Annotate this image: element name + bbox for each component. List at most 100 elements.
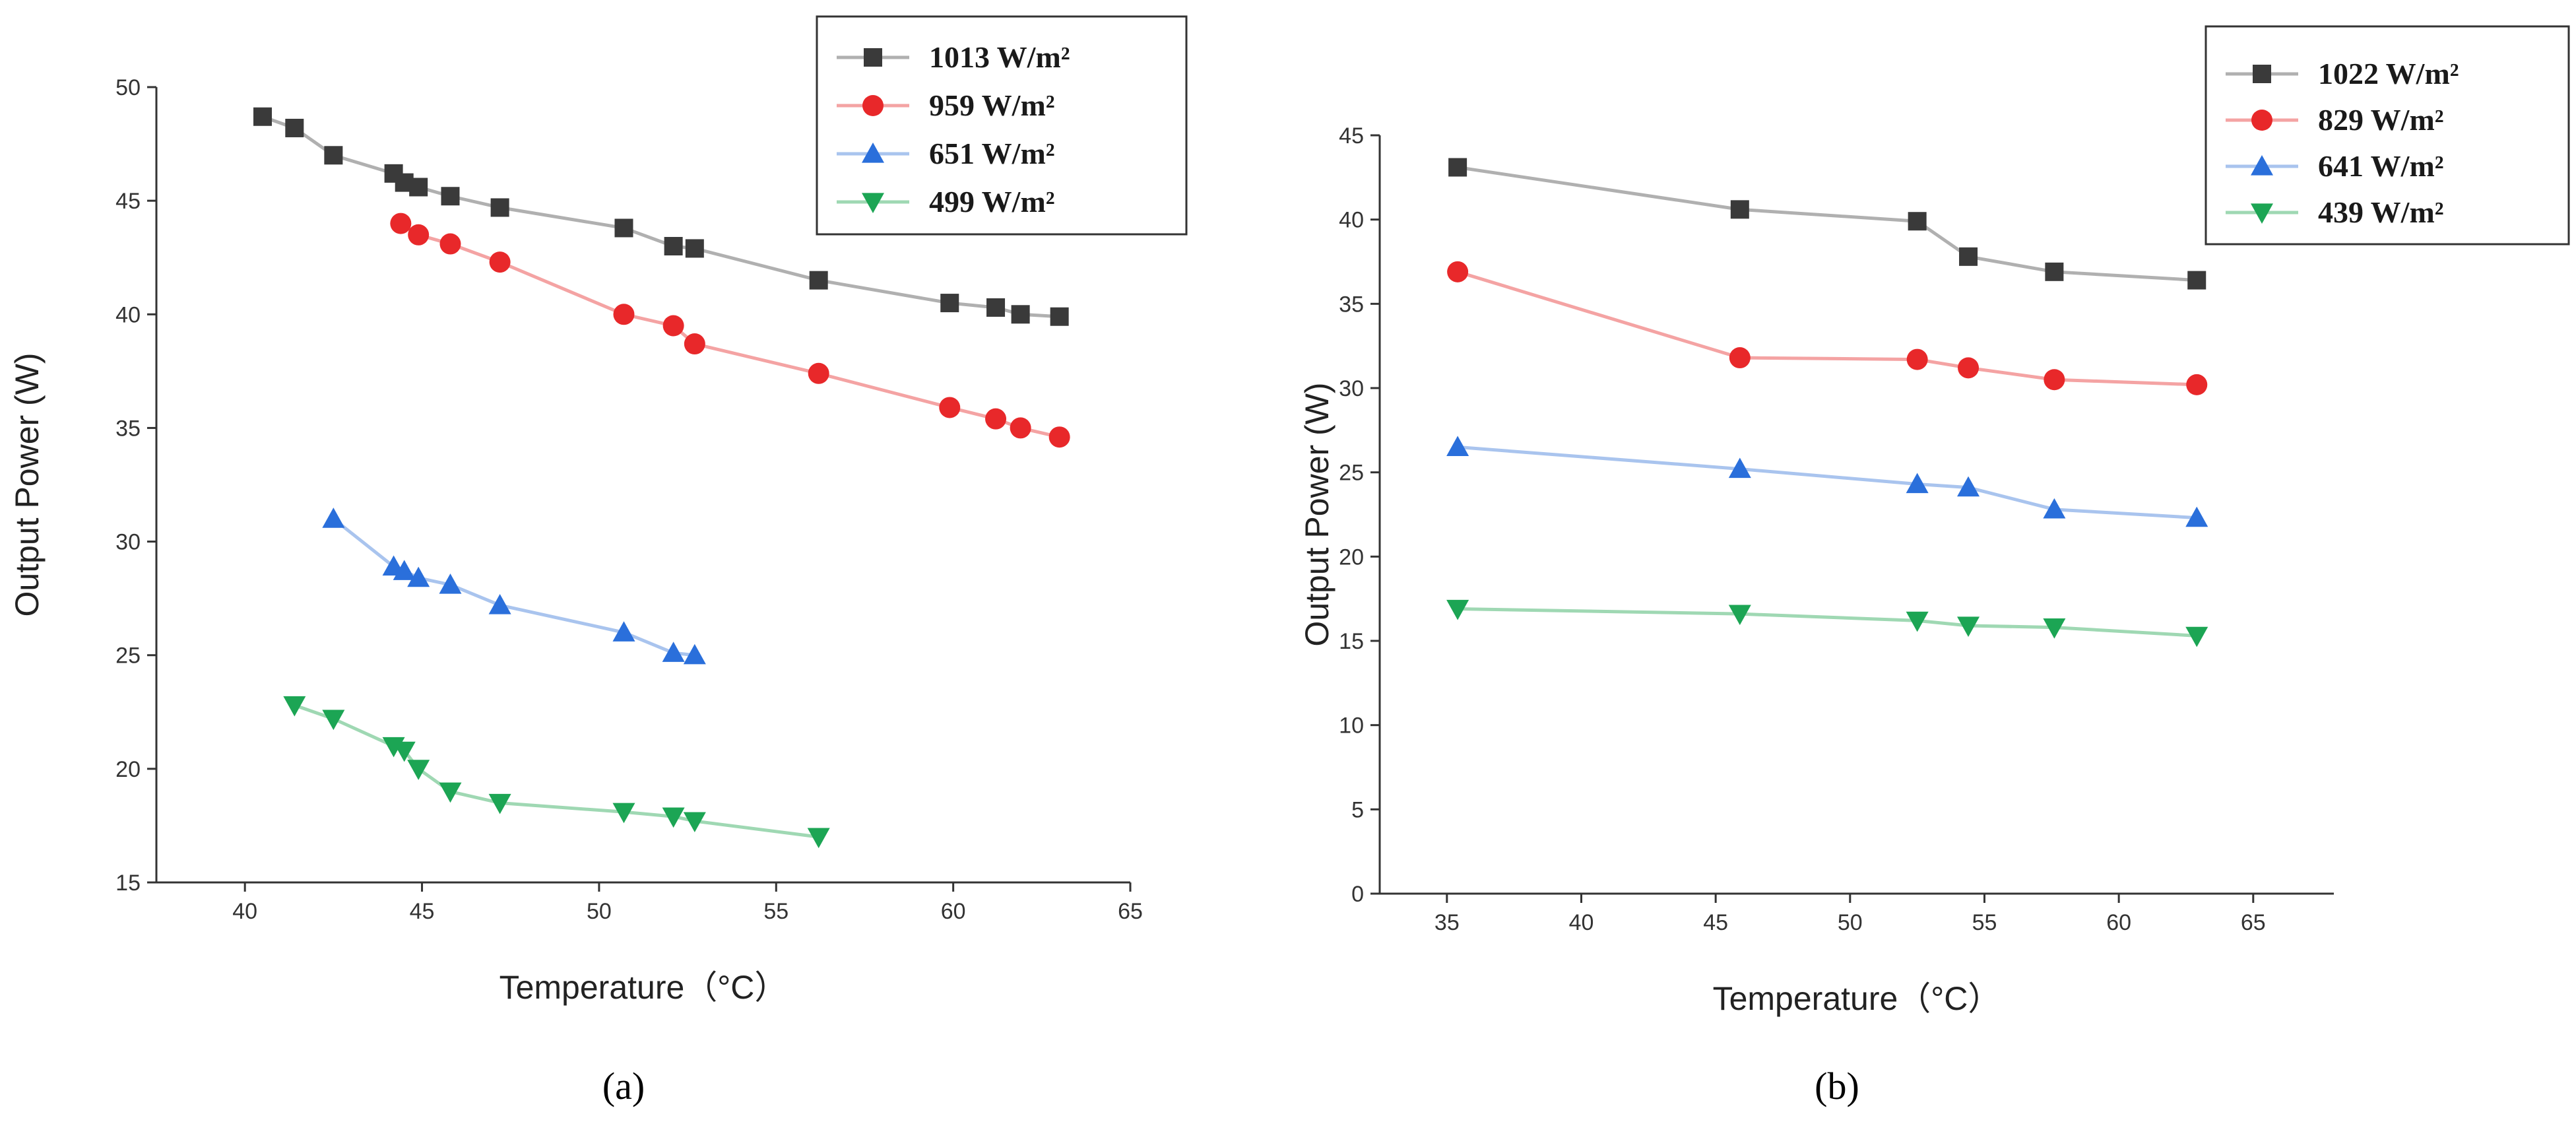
data-point-square xyxy=(1730,200,1749,219)
data-point-circle xyxy=(439,233,461,255)
figure-caption: (b) xyxy=(1815,1065,1859,1107)
data-point-triangle-down xyxy=(683,812,706,833)
x-axis-title: Temperature（°C） xyxy=(499,969,788,1006)
y-axis-title: Output Power (W) xyxy=(1299,382,1336,646)
y-tick-label: 25 xyxy=(115,644,141,669)
y-tick-label: 0 xyxy=(1351,882,1364,907)
data-point-triangle-down xyxy=(439,782,462,803)
data-point-triangle-down xyxy=(1906,611,1929,632)
data-point-circle xyxy=(1958,357,1980,379)
chart-b: 0 5 10 15 20 25 30 35 40 45 35 40 45 50 55 60 65 Output P… xyxy=(1299,25,2570,1107)
legend-label: 1013 W/m² xyxy=(929,40,1070,74)
data-point-square xyxy=(253,107,273,126)
data-point-square xyxy=(2187,271,2206,290)
data-point-square xyxy=(685,239,704,258)
data-point-square xyxy=(324,146,343,165)
x-tick-label: 50 xyxy=(1838,910,1863,935)
data-point-triangle-down xyxy=(1957,616,1980,638)
y-tick-label: 15 xyxy=(1339,629,1364,654)
data-point-square xyxy=(441,187,460,206)
x-axis-title: Temperature（°C） xyxy=(1713,980,2001,1017)
y-tick-label: 20 xyxy=(115,757,141,782)
data-point-circle xyxy=(2186,374,2208,395)
data-point-triangle-down xyxy=(612,803,635,824)
data-point-square xyxy=(1448,158,1467,177)
y-tick-label: 30 xyxy=(1339,376,1364,401)
legend-marker xyxy=(2251,203,2273,224)
y-tick-label: 5 xyxy=(1351,797,1364,822)
data-point-triangle xyxy=(1906,473,1929,494)
x-tick-label: 45 xyxy=(410,899,435,924)
data-point-square xyxy=(614,218,633,238)
data-point-triangle-down xyxy=(407,760,430,780)
y-tick-label: 10 xyxy=(1339,713,1364,739)
data-point-square xyxy=(1959,247,1978,266)
series-line-0 xyxy=(1457,166,2197,282)
x-tick-label: 50 xyxy=(587,899,612,924)
x-tick-label: 40 xyxy=(1569,910,1594,935)
data-point-square xyxy=(986,298,1006,317)
data-point-triangle-down xyxy=(662,807,685,828)
x-tick-label: 60 xyxy=(2106,910,2131,935)
legend-marker xyxy=(2251,155,2273,176)
chart-a: 15 20 25 30 35 40 45 50 40 45 50 55 60 65 Output Power… xyxy=(9,15,1188,1107)
data-point-circle xyxy=(390,213,412,234)
y-tick-label: 35 xyxy=(115,416,141,441)
y-tick-label: 20 xyxy=(1339,544,1364,570)
data-point-square xyxy=(490,198,509,217)
legend-label: 1022 W/m² xyxy=(2318,57,2459,90)
data-point-triangle xyxy=(322,508,345,528)
data-point-triangle-down xyxy=(322,710,345,731)
legend-label: 439 W/m² xyxy=(2318,195,2444,229)
data-point-triangle xyxy=(1728,457,1751,478)
legend-label: 641 W/m² xyxy=(2318,149,2444,183)
series-line-3 xyxy=(294,704,819,839)
data-point-circle xyxy=(1010,417,1031,439)
legend-marker xyxy=(862,143,884,163)
data-point-circle xyxy=(1048,426,1070,448)
data-point-triangle xyxy=(1957,476,1980,497)
data-point-triangle xyxy=(1446,436,1469,456)
data-point-circle xyxy=(1447,261,1469,282)
data-point-square xyxy=(664,237,683,255)
x-tick-label: 35 xyxy=(1434,910,1460,935)
x-tick-label: 45 xyxy=(1703,910,1728,935)
series-line-1 xyxy=(1457,270,2197,387)
y-tick-label: 30 xyxy=(115,530,141,555)
data-point-square xyxy=(285,118,304,137)
data-point-square xyxy=(409,178,428,197)
data-point-circle xyxy=(613,304,635,325)
y-tick-label: 40 xyxy=(115,302,141,327)
legend-marker xyxy=(862,193,884,213)
data-point-triangle-down xyxy=(2185,626,2208,647)
data-point-triangle xyxy=(662,642,685,662)
data-point-circle xyxy=(1906,348,1928,370)
data-point-triangle-down xyxy=(488,793,511,814)
legend-label: 959 W/m² xyxy=(929,88,1055,122)
x-tick-label: 60 xyxy=(941,899,966,924)
figure-caption: (a) xyxy=(602,1065,645,1107)
x-tick-label: 55 xyxy=(763,899,789,924)
data-point-circle xyxy=(489,251,511,273)
y-tick-label: 45 xyxy=(1339,123,1364,148)
legend-marker xyxy=(2251,110,2272,131)
data-point-triangle xyxy=(407,566,430,587)
data-point-triangle-down xyxy=(1728,605,1751,626)
series-line-2 xyxy=(1457,445,2197,520)
series-line-3 xyxy=(1458,607,2197,638)
y-tick-label: 50 xyxy=(115,75,141,100)
legend-label: 829 W/m² xyxy=(2318,103,2444,137)
data-point-triangle xyxy=(2185,506,2208,527)
legend-label: 651 W/m² xyxy=(929,137,1055,170)
x-tick-label: 65 xyxy=(1118,899,1143,924)
data-point-triangle xyxy=(612,621,635,642)
y-tick-label: 15 xyxy=(115,871,141,896)
data-point-circle xyxy=(408,224,430,246)
data-point-triangle-down xyxy=(1446,599,1469,620)
x-tick-label: 40 xyxy=(232,899,257,924)
data-point-circle xyxy=(662,315,684,337)
data-point-circle xyxy=(684,333,705,355)
legend-label: 499 W/m² xyxy=(929,185,1055,218)
legend-marker xyxy=(2253,65,2271,83)
